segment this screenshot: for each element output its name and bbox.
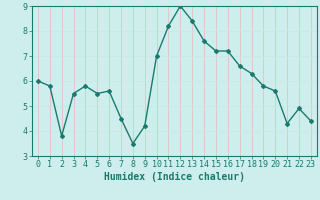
X-axis label: Humidex (Indice chaleur): Humidex (Indice chaleur) [104, 172, 245, 182]
